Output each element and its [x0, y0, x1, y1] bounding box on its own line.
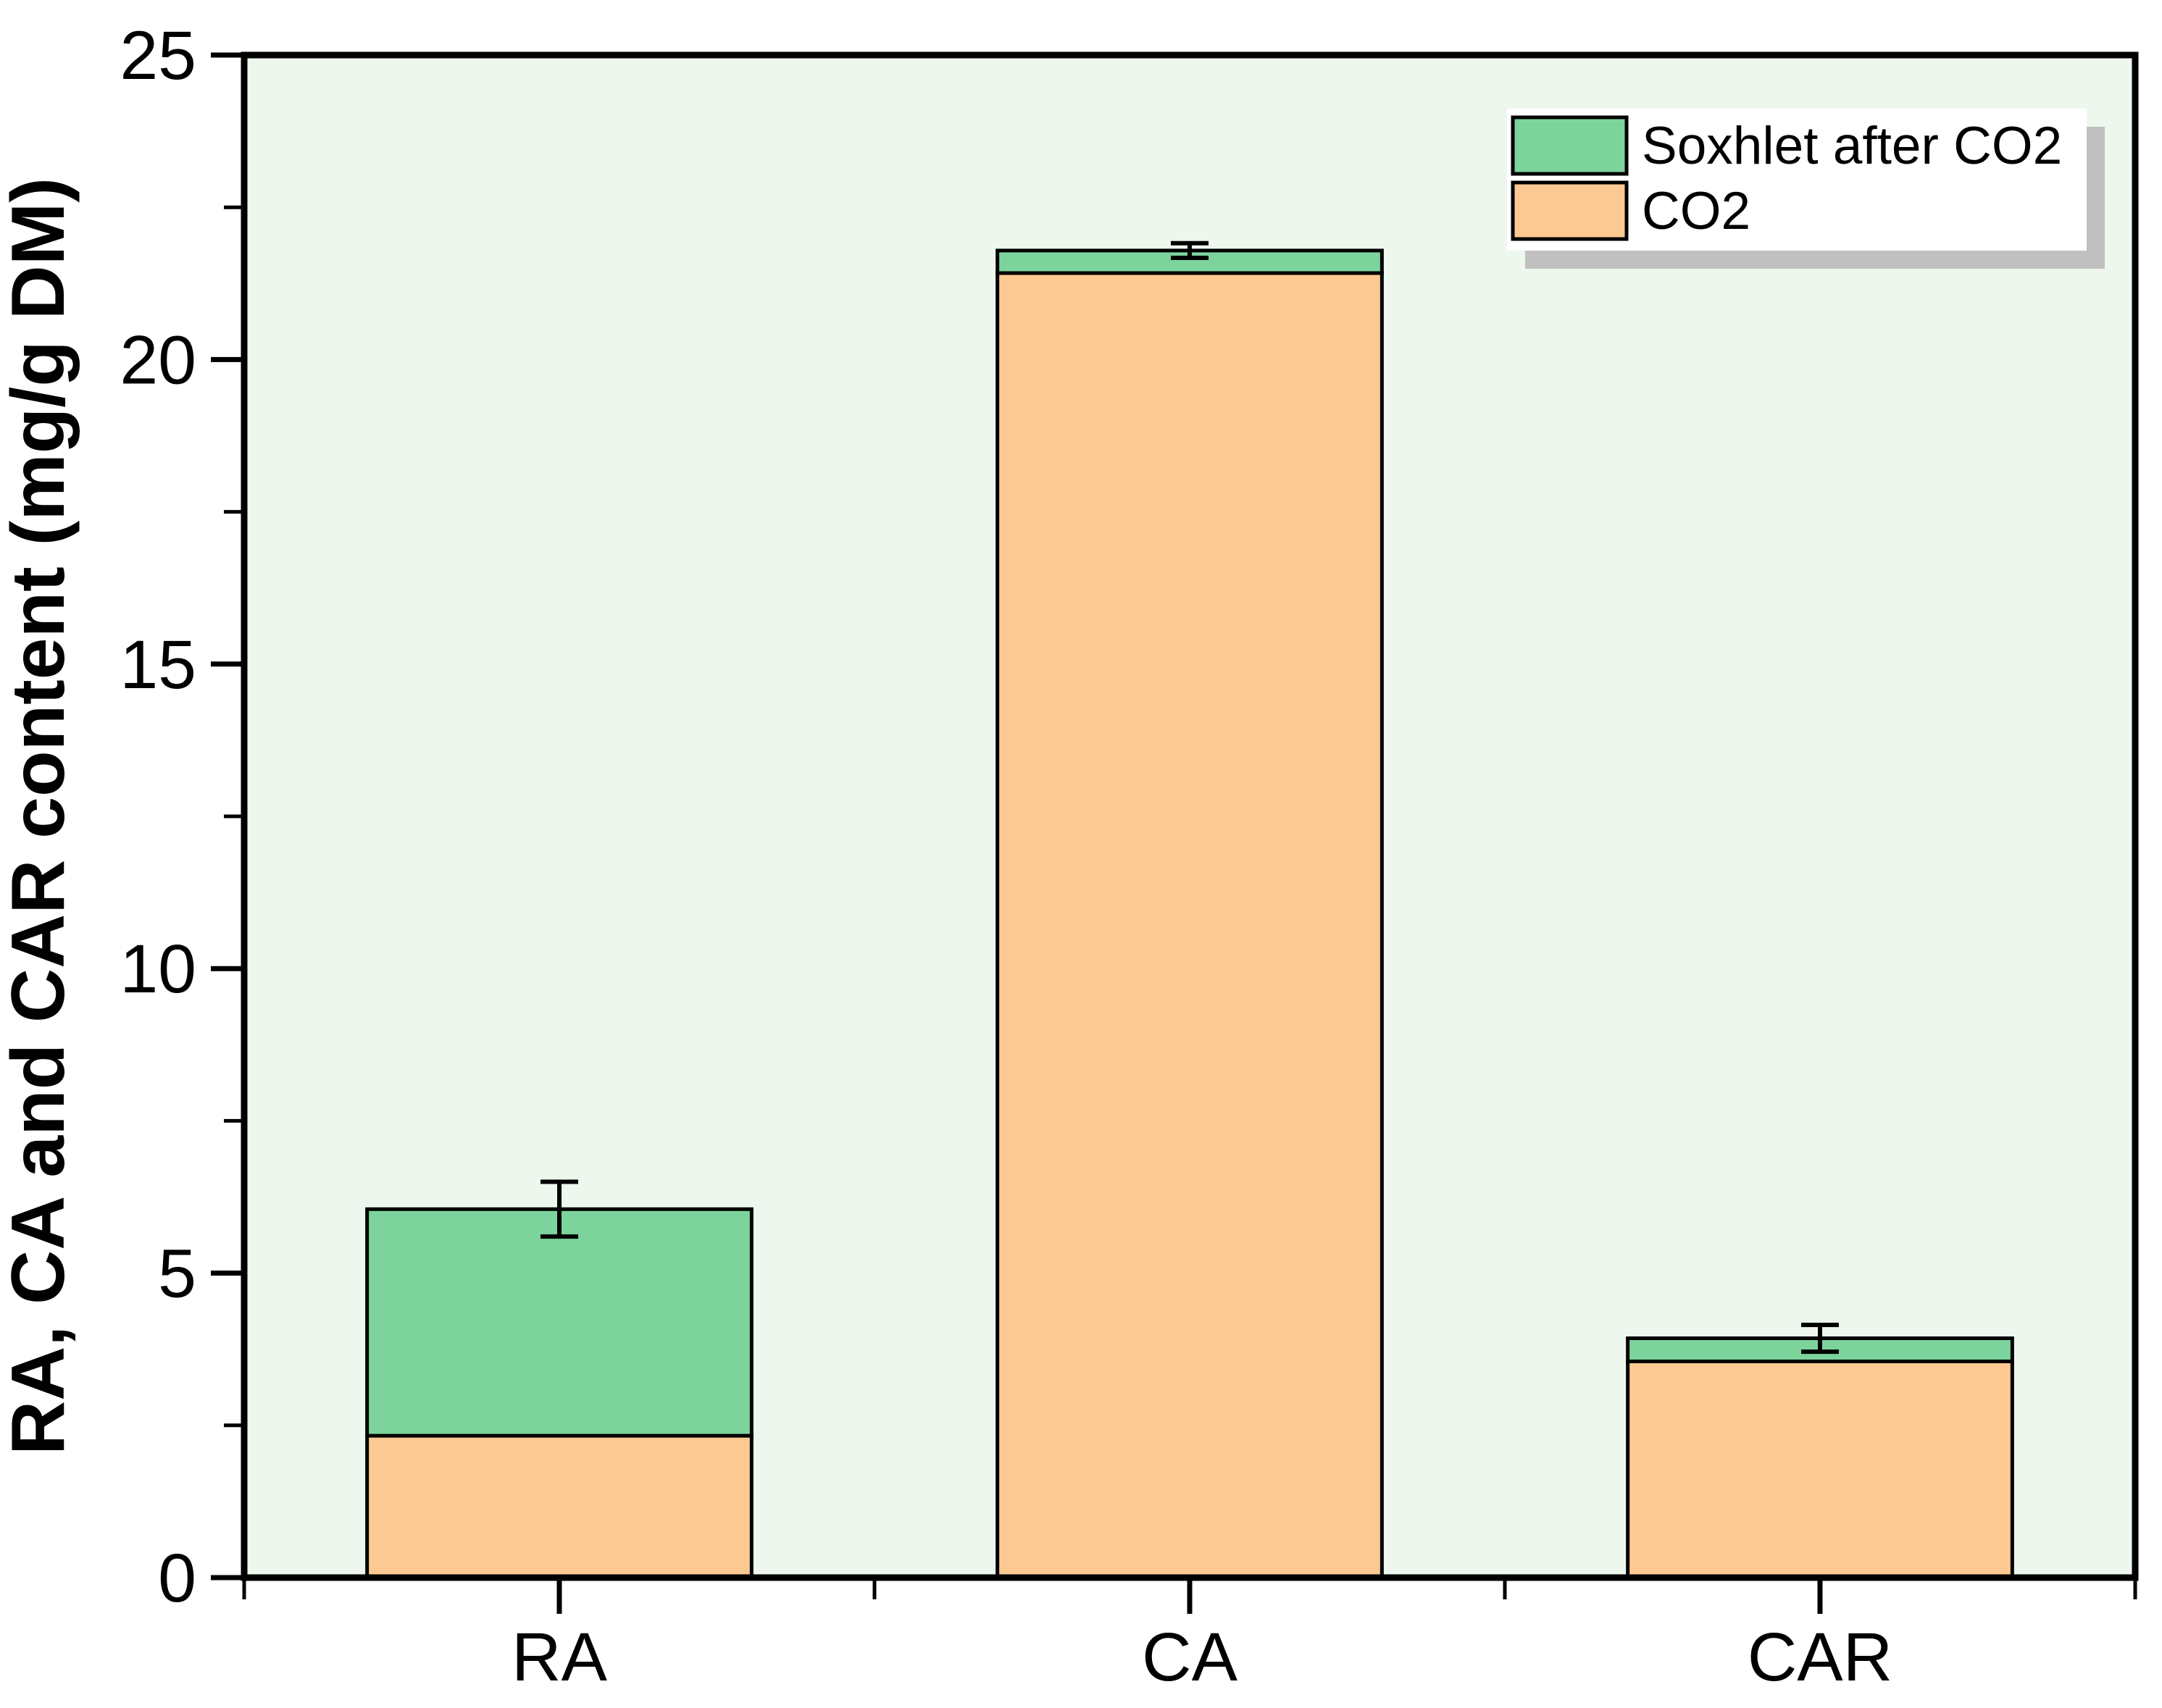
error-bar-CAR [1801, 1323, 1839, 1355]
x-axis-tick-label-RA: RA [512, 1619, 608, 1696]
legend-item-soxhlet: Soxhlet after CO2 [1511, 115, 2062, 176]
y-axis-tick-label: 25 [120, 17, 196, 94]
bar-segment-co2-RA [365, 1433, 754, 1580]
legend-swatch [1511, 115, 1629, 176]
legend-label: Soxhlet after CO2 [1642, 117, 2062, 175]
y-axis-tick-label: 15 [120, 627, 196, 703]
legend-swatch [1511, 180, 1629, 241]
error-bar-CA [1171, 240, 1209, 260]
legend: Soxhlet after CO2 CO2 [1507, 109, 2105, 269]
x-axis-tick-label-CA: CA [1142, 1619, 1238, 1696]
legend-item-co2: CO2 [1511, 180, 1750, 241]
legend-label: CO2 [1642, 182, 1750, 240]
y-axis-title: RA, CA and CAR content (mg/g DM) [0, 177, 80, 1455]
x-axis-tick-label-CAR: CAR [1748, 1619, 1893, 1696]
y-axis-tick-label: 10 [120, 931, 196, 1008]
bar-segment-co2-CA [996, 271, 1384, 1580]
y-axis-tick-label: 5 [158, 1236, 196, 1313]
bar-segment-co2-CAR [1626, 1360, 2014, 1580]
y-axis-tick-label: 0 [158, 1540, 196, 1617]
bar-segment-soxhlet-RA [365, 1207, 754, 1438]
error-bar-RA [540, 1179, 578, 1239]
y-axis-tick-label: 20 [120, 322, 196, 398]
